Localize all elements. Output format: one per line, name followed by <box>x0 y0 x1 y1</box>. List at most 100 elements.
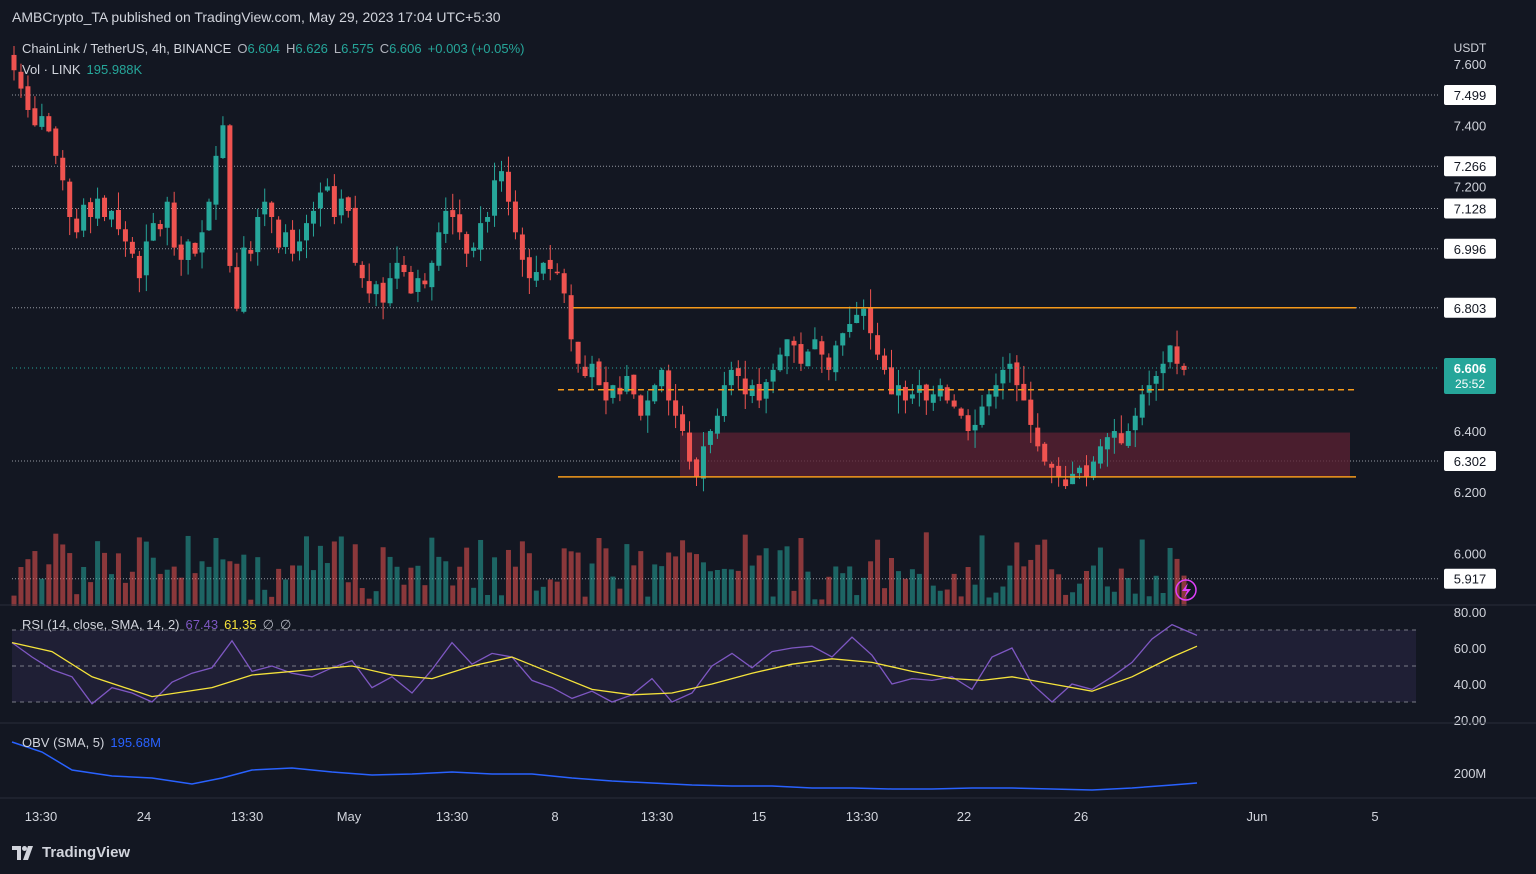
candle <box>283 232 289 247</box>
volume-bar <box>464 547 470 606</box>
candle <box>67 181 73 217</box>
volume-bar <box>185 535 191 606</box>
volume-bar <box>429 537 435 606</box>
time-tick: 24 <box>137 809 151 824</box>
volume-bar <box>1174 558 1180 606</box>
candle <box>241 247 247 312</box>
high-label: H <box>285 41 296 56</box>
rsi-line <box>11 623 1198 705</box>
volume-bar <box>770 596 776 606</box>
volume-bar <box>1139 539 1145 606</box>
volume-bar <box>889 558 894 606</box>
volume-bar <box>714 569 720 606</box>
time-tick: 13:30 <box>25 809 58 824</box>
candle <box>1028 399 1034 425</box>
candle <box>206 201 212 231</box>
candle <box>317 192 323 209</box>
volume-bar <box>1111 591 1117 606</box>
low-value: 6.575 <box>341 41 374 56</box>
candle <box>694 459 699 477</box>
price-unit-label: USDT <box>1454 41 1487 55</box>
candle <box>826 357 832 370</box>
last-price-label: 6.606 <box>1454 361 1487 376</box>
volume-bar <box>902 578 908 606</box>
volume-bar <box>290 565 296 606</box>
candle <box>882 355 888 370</box>
volume-bar <box>269 596 275 606</box>
candle <box>1007 363 1013 369</box>
volume-bar <box>317 545 323 606</box>
volume-bar <box>603 548 609 606</box>
candle <box>366 281 372 294</box>
candle <box>408 271 414 294</box>
price-tick: 7.600 <box>1454 57 1487 72</box>
candle <box>854 314 860 324</box>
volume-bar <box>951 573 957 606</box>
level-label-box <box>1444 156 1496 177</box>
candle <box>833 345 839 373</box>
chart-svg[interactable]: 80.00 60.00 40.00 20.00 200M 7.499 7.266 7.12… <box>0 34 1536 834</box>
candle <box>986 394 992 407</box>
candle <box>1084 465 1089 477</box>
symbol-label: ChainLink / TetherUS, 4h, BINANCE <box>22 41 232 56</box>
candle <box>770 369 776 382</box>
volume-bar <box>812 599 818 606</box>
candle <box>847 324 853 333</box>
volume-bar <box>331 541 337 606</box>
candle <box>352 207 358 263</box>
obv-label: OBV (SMA, 5) <box>22 735 105 750</box>
volume-bar <box>986 597 992 606</box>
rsi-extra-2: ∅ <box>279 617 292 632</box>
volume-bar <box>805 571 811 606</box>
chart-area[interactable]: 80.00 60.00 40.00 20.00 200M 7.499 7.266 7.12… <box>0 34 1536 834</box>
lightning-icon-bolt <box>1182 583 1191 598</box>
candle <box>262 201 268 215</box>
candle <box>958 408 964 416</box>
volume-bar <box>25 559 31 606</box>
candle <box>861 308 867 316</box>
volume-bar <box>283 579 289 606</box>
time-tick: 13:30 <box>641 809 674 824</box>
candle <box>930 394 936 403</box>
volume-bar <box>840 573 846 606</box>
volume-bar <box>74 594 80 606</box>
tradingview-logo-icon <box>12 845 33 860</box>
time-tick: 22 <box>957 809 971 824</box>
volume-bar <box>561 548 567 606</box>
tradingview-logo[interactable]: TradingView <box>12 844 130 861</box>
candle <box>25 86 31 110</box>
volume-bar <box>485 594 491 606</box>
price-tick: 6.400 <box>1454 424 1487 439</box>
volume-bars <box>11 532 1187 606</box>
candle <box>756 384 762 401</box>
price-tick: 6.200 <box>1454 485 1487 500</box>
volume-bar <box>234 563 240 606</box>
candle <box>380 282 386 303</box>
candle <box>617 387 623 395</box>
candle <box>1174 346 1180 364</box>
rsi-tick: 40.00 <box>1454 677 1487 692</box>
volume-bar <box>638 551 644 606</box>
volume-bar <box>1146 596 1152 606</box>
volume-bar <box>32 551 38 606</box>
candle <box>464 234 470 254</box>
volume-bar <box>965 567 971 606</box>
volume-bar <box>492 557 498 606</box>
candle <box>889 367 894 395</box>
obv-line <box>11 741 1198 791</box>
candle <box>1153 375 1159 384</box>
candle <box>450 210 456 217</box>
candle <box>157 223 163 230</box>
candle <box>129 241 135 254</box>
volume-bar <box>505 549 511 606</box>
candle <box>192 242 198 254</box>
rsi-tick: 80.00 <box>1454 605 1487 620</box>
candle <box>659 369 665 387</box>
volume-bar <box>206 566 212 606</box>
candle <box>721 385 727 417</box>
volume-bar <box>192 573 198 606</box>
volume-bar <box>338 536 344 606</box>
volume-bar <box>680 540 686 606</box>
footer: TradingView <box>0 834 1536 874</box>
price-tick: 7.200 <box>1454 179 1487 194</box>
